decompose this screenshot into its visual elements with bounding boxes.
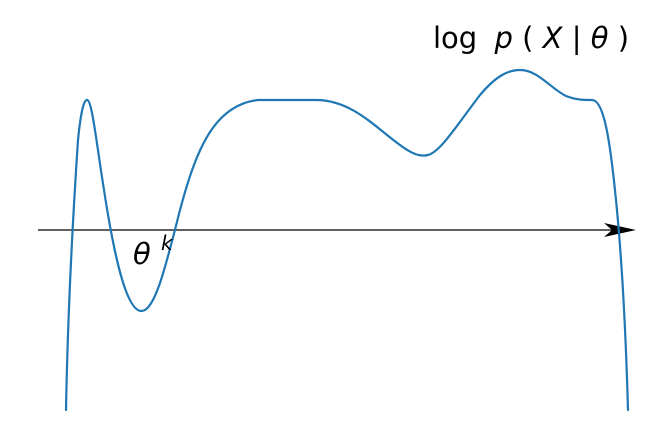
- theta-k-symbol: θ: [133, 237, 151, 271]
- curve-label-log: log: [433, 21, 477, 55]
- log-likelihood-curve: [64, 68, 630, 412]
- curve-label-p: p: [493, 21, 512, 55]
- curve-label-x: X: [541, 21, 564, 55]
- curve-label-theta: θ: [591, 21, 609, 55]
- curve-label-open-paren: (: [522, 21, 533, 55]
- curve-label: log p ( X | θ ): [433, 21, 629, 55]
- curve-label-close-paren: ): [618, 21, 629, 55]
- theta-k-superscript: k: [161, 231, 174, 255]
- curve-label-bar: |: [572, 21, 591, 55]
- theta-axis-arrowhead: [604, 223, 636, 237]
- theta-k-label: θ k: [133, 231, 174, 271]
